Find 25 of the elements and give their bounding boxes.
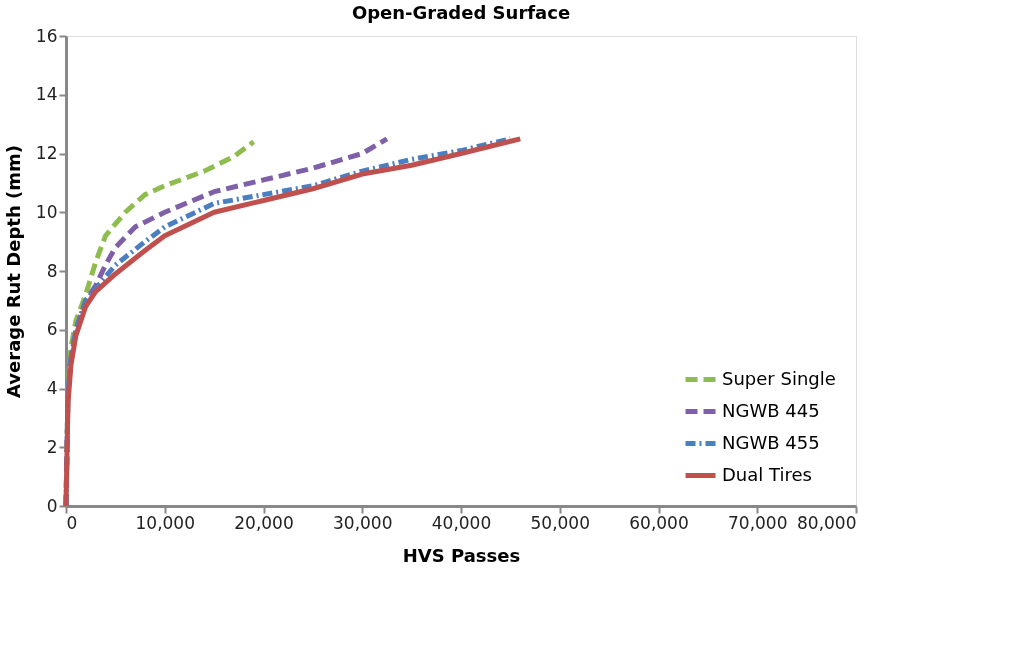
- x-tick-label: 20,000: [234, 512, 294, 533]
- x-axis-title: HVS Passes: [402, 544, 521, 566]
- x-tick-label: 60,000: [629, 512, 689, 533]
- x-tick-label: 50,000: [530, 512, 590, 533]
- legend-label: NGWB 455: [722, 431, 820, 453]
- x-tick-label: 80,000: [797, 512, 857, 533]
- x-tick-label: 0: [66, 512, 78, 533]
- legend-label: Dual Tires: [722, 463, 812, 485]
- legend-label: Super Single: [722, 367, 836, 389]
- y-tick-label: 16: [35, 25, 58, 46]
- x-tick-label: 70,000: [728, 512, 788, 533]
- y-tick-label: 12: [35, 143, 58, 163]
- y-tick-label: 10: [35, 201, 58, 222]
- chart-title: Open-Graded Surface: [351, 2, 571, 23]
- legend-label: NGWB 445: [722, 399, 820, 421]
- x-tick-label: 10,000: [135, 512, 195, 533]
- y-tick-label: 4: [46, 378, 58, 398]
- x-tick-label: 40,000: [431, 512, 492, 533]
- y-tick-label: 0: [46, 495, 58, 516]
- y-tick-label: 6: [46, 319, 58, 340]
- y-tick-label: 2: [46, 436, 58, 457]
- y-tick-label: 8: [46, 260, 58, 281]
- x-tick-label: 30,000: [333, 512, 393, 533]
- y-axis-title: Average Rut Depth (mm): [2, 145, 24, 398]
- y-tick-label: 14: [35, 84, 58, 105]
